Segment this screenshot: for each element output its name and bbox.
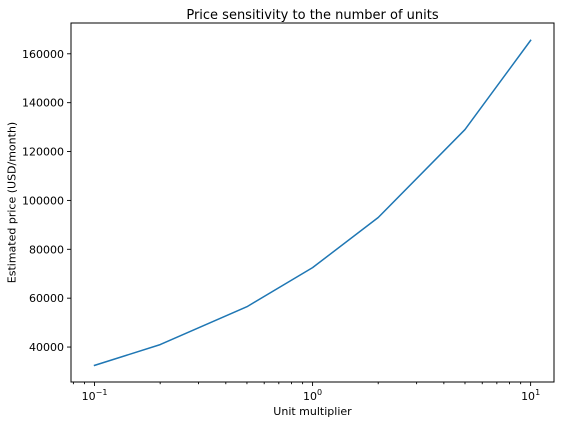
y-tick-label: 140000 <box>22 97 64 110</box>
y-axis-label: Estimated price (USD/month) <box>6 122 19 283</box>
x-tick-label: 100 <box>303 388 322 403</box>
y-tick-label: 80000 <box>29 243 64 256</box>
y-tick-label: 160000 <box>22 48 64 61</box>
series-line-0 <box>93 39 532 367</box>
axes-frame <box>70 22 555 383</box>
x-tick-label: 10−1 <box>82 388 108 403</box>
x-axis-label: Unit multiplier <box>273 405 352 418</box>
y-tick-label: 60000 <box>29 292 64 305</box>
plot-area <box>93 39 532 367</box>
x-axis: 10−1 100 101 <box>72 382 540 403</box>
y-tick-label: 100000 <box>22 194 64 207</box>
x-tick-label: 101 <box>521 388 540 403</box>
chart-title: Price sensitivity to the number of units <box>186 8 439 23</box>
y-tick-label: 40000 <box>29 341 64 354</box>
y-axis: 40000 60000 80000 100000 120000 140000 160000 <box>22 48 71 354</box>
y-tick-label: 120000 <box>22 146 64 159</box>
